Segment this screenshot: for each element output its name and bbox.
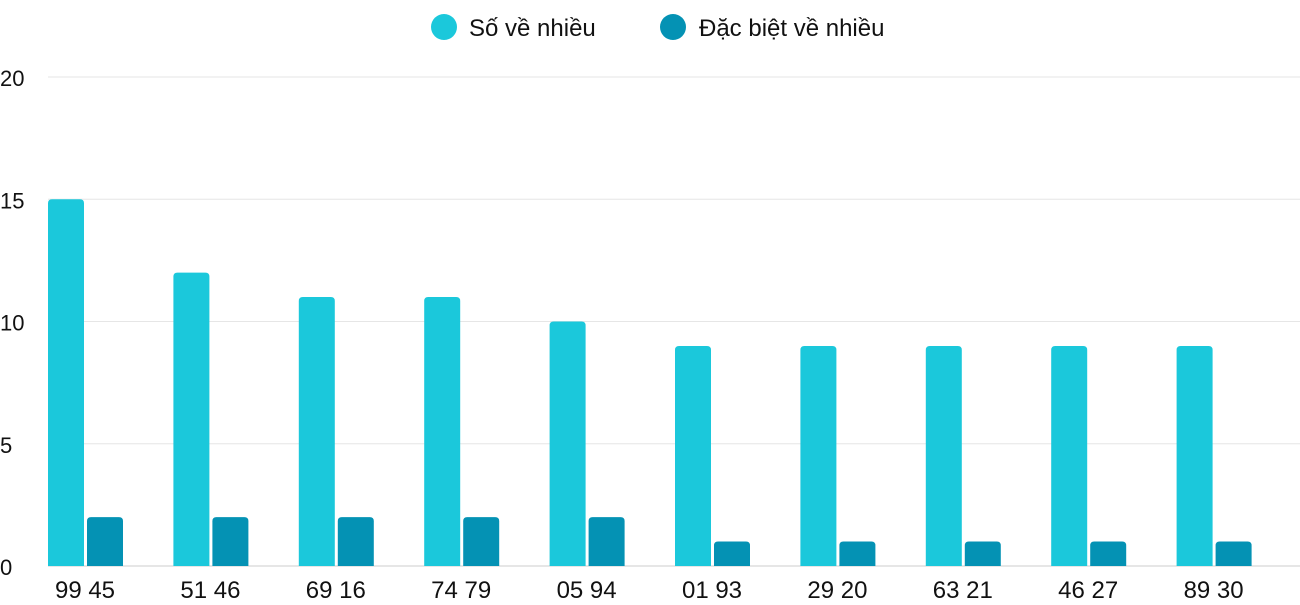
- bar-series-1-01-93[interactable]: [714, 541, 750, 566]
- x-tick-label: 69 16: [306, 577, 366, 600]
- legend-marker-series-1: [660, 14, 686, 40]
- bar-series-0-63-21[interactable]: [925, 345, 962, 566]
- bar-series-0-51-46[interactable]: [173, 272, 210, 566]
- x-tick-label: 74 79: [431, 577, 491, 600]
- y-tick-label: 5: [0, 433, 12, 458]
- bar-series-0-69-16[interactable]: [298, 297, 335, 566]
- x-tick-label: 01 93: [682, 577, 742, 600]
- bar-series-0-46-27[interactable]: [1051, 345, 1088, 566]
- x-tick-label: 29 20: [807, 577, 867, 600]
- legend-marker-series-0: [431, 14, 457, 40]
- x-tick-label: 05 94: [557, 577, 617, 600]
- bar-series-1-69-16[interactable]: [337, 517, 374, 566]
- bar-series-0-01-93[interactable]: [675, 345, 711, 566]
- y-tick-label: 20: [0, 66, 24, 91]
- y-tick-label: 0: [0, 555, 12, 580]
- y-tick-label: 15: [0, 188, 24, 213]
- bar-series-1-63-21[interactable]: [964, 541, 1001, 566]
- y-tick-label: 10: [0, 311, 24, 336]
- bar-series-1-89-30[interactable]: [1215, 541, 1252, 566]
- x-tick-label: 63 21: [933, 577, 993, 600]
- x-tick-label: 99 45: [55, 577, 115, 600]
- legend: Số về nhiều Đặc biệt về nhiều: [431, 14, 884, 42]
- bar-series-0-74-79[interactable]: [424, 297, 461, 566]
- bar-series-1-51-46[interactable]: [212, 517, 249, 566]
- bar-series-0-05-94[interactable]: [549, 321, 586, 567]
- bar-series-0-99-45[interactable]: [48, 199, 84, 566]
- bar-series-1-99-45[interactable]: [87, 517, 123, 566]
- legend-label-series-0[interactable]: Số về nhiều: [469, 15, 596, 42]
- x-tick-label: 51 46: [180, 577, 240, 600]
- bar-series-1-29-20[interactable]: [839, 541, 876, 566]
- bar-series-1-05-94[interactable]: [588, 517, 625, 566]
- x-tick-label: 46 27: [1058, 577, 1118, 600]
- bar-series-1-74-79[interactable]: [463, 517, 500, 566]
- bar-series-0-29-20[interactable]: [800, 345, 837, 566]
- bar-series-1-46-27[interactable]: [1090, 541, 1127, 566]
- x-tick-label: 89 30: [1184, 577, 1244, 600]
- legend-label-series-1[interactable]: Đặc biệt về nhiều: [699, 15, 884, 42]
- bar-series-0-89-30[interactable]: [1176, 345, 1213, 566]
